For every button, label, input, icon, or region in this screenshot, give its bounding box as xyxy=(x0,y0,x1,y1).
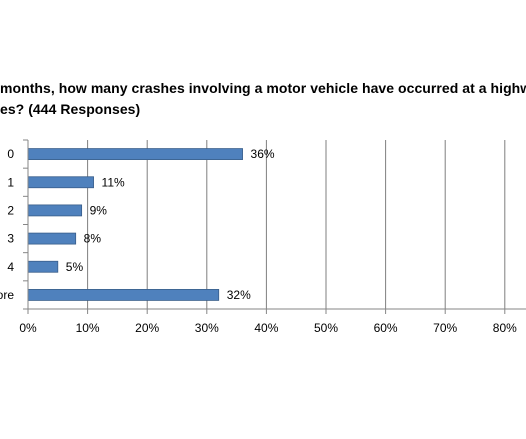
x-tick-label-10pct: 10% xyxy=(76,321,100,335)
x-tick-label-30pct: 30% xyxy=(195,321,219,335)
category-label-ore: ore xyxy=(0,288,14,302)
bar-3 xyxy=(27,232,77,245)
x-tick-label-40pct: 40% xyxy=(254,321,278,335)
bar-1 xyxy=(27,176,94,189)
bar-ore xyxy=(27,289,220,301)
bar-0 xyxy=(27,148,243,160)
x-tick-label-20pct: 20% xyxy=(135,321,159,335)
category-label-0: 0 xyxy=(7,147,14,161)
category-label-2: 2 xyxy=(7,203,14,217)
data-label-0: 36% xyxy=(251,147,275,161)
x-tick-label-60pct: 60% xyxy=(374,321,398,335)
category-label-1: 1 xyxy=(7,175,14,189)
bar-2 xyxy=(27,204,83,217)
chart-title-line-2: es? (444 Responses) xyxy=(0,101,141,117)
x-tick-label-50pct: 50% xyxy=(314,321,338,335)
category-label-4: 4 xyxy=(7,260,14,274)
x-tick-label-80pct: 80% xyxy=(493,321,517,335)
chart-title: months, how many crashes involving a mot… xyxy=(0,78,526,120)
data-label-1: 11% xyxy=(102,175,125,189)
bar-4 xyxy=(27,260,59,273)
data-label-2: 9% xyxy=(90,203,108,217)
x-tick-label-70pct: 70% xyxy=(433,321,457,335)
chart-title-line-1: months, how many crashes involving a mot… xyxy=(0,80,526,96)
data-label-ore: 32% xyxy=(227,288,251,302)
x-tick-label-0pct: 0% xyxy=(19,321,37,335)
data-label-4: 5% xyxy=(66,260,84,274)
category-label-3: 3 xyxy=(7,232,14,246)
data-label-3: 8% xyxy=(84,232,102,246)
